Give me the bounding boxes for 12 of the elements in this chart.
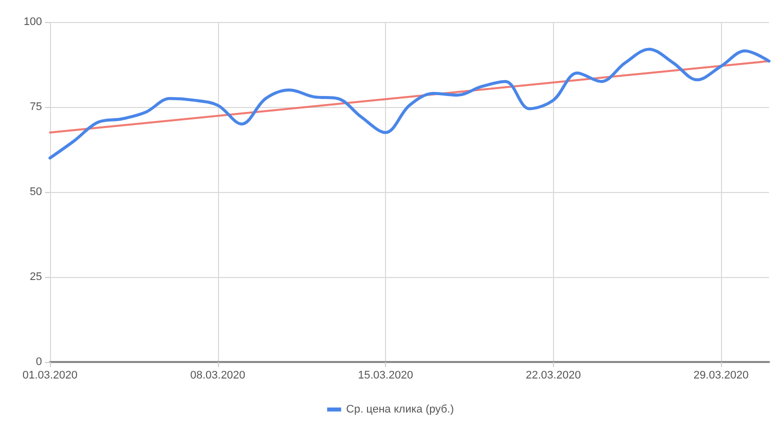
- y-tick-label: 75: [30, 101, 42, 113]
- x-tick-label: 29.03.2020: [694, 370, 749, 382]
- y-tick-label: 100: [24, 16, 42, 28]
- y-tick-label: 25: [30, 271, 42, 283]
- x-tick-label: 01.03.2020: [22, 370, 78, 382]
- y-tick-label: 0: [36, 356, 42, 368]
- x-tick-label: 15.03.2020: [358, 370, 414, 382]
- x-tick-label: 22.03.2020: [526, 370, 581, 382]
- legend-label: Ср. цена клика (руб.): [346, 404, 454, 416]
- x-tick-label: 08.03.2020: [190, 370, 246, 382]
- y-tick-label: 50: [30, 186, 42, 198]
- line-series: [48, 48, 770, 160]
